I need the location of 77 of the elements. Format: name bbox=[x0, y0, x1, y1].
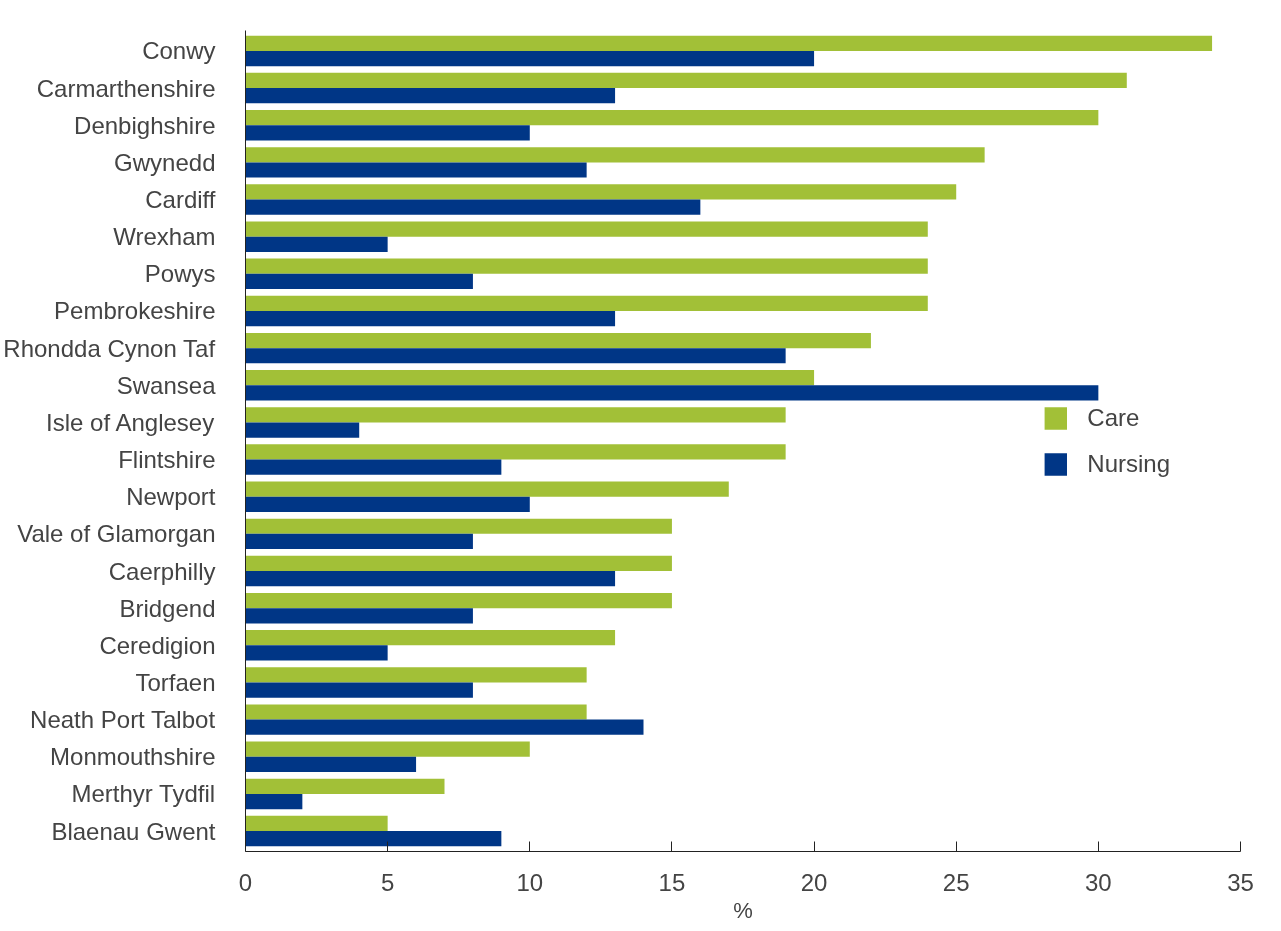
bar bbox=[245, 645, 388, 661]
bar bbox=[245, 518, 672, 534]
bar bbox=[245, 72, 1127, 89]
legend-label: Care bbox=[1087, 403, 1140, 432]
bar bbox=[245, 348, 786, 364]
y-tick-label: Rhondda Cynon Taf bbox=[3, 334, 216, 362]
x-tick-label: 30 bbox=[1085, 868, 1112, 896]
bar bbox=[245, 422, 360, 438]
y-tick-label: Bridgend bbox=[119, 594, 216, 622]
x-axis-title: % bbox=[733, 897, 753, 923]
bar bbox=[245, 608, 473, 624]
bar bbox=[245, 184, 957, 200]
x-tick-label: 5 bbox=[380, 868, 395, 896]
bar bbox=[245, 481, 729, 497]
y-tick-label: Merthyr Tydfil bbox=[71, 780, 216, 808]
bar bbox=[245, 756, 417, 772]
bar bbox=[245, 831, 502, 847]
bar bbox=[245, 125, 530, 141]
x-tick-label: 10 bbox=[516, 868, 544, 896]
bar bbox=[245, 273, 473, 290]
bar bbox=[245, 236, 388, 252]
bar bbox=[245, 50, 815, 67]
y-tick-label: Neath Port Talbot bbox=[30, 706, 216, 734]
bar bbox=[245, 741, 530, 757]
y-tick-label: Newport bbox=[126, 483, 216, 511]
bar bbox=[245, 704, 587, 720]
bar bbox=[245, 555, 672, 572]
y-tick-label: Pembrokeshire bbox=[54, 297, 216, 325]
x-tick-label: 15 bbox=[658, 868, 686, 896]
bar bbox=[245, 682, 473, 698]
y-tick-label: Monmouthshire bbox=[50, 743, 216, 771]
y-tick-label: Swansea bbox=[116, 371, 217, 399]
y-tick-label: Cardiff bbox=[145, 186, 216, 214]
bar bbox=[245, 778, 445, 794]
x-tick-label: 0 bbox=[238, 868, 253, 896]
y-tick-label: Carmarthenshire bbox=[36, 74, 216, 102]
bar bbox=[245, 385, 1099, 401]
y-tick-label: Powys bbox=[144, 260, 216, 288]
bar bbox=[245, 533, 473, 550]
bar bbox=[245, 571, 616, 587]
bar bbox=[245, 667, 587, 683]
bar bbox=[245, 592, 672, 609]
bar bbox=[245, 221, 928, 237]
y-tick-label: Torfaen bbox=[135, 668, 216, 696]
bar bbox=[245, 444, 786, 460]
bar bbox=[245, 407, 786, 423]
bar bbox=[245, 332, 871, 349]
bar bbox=[245, 88, 616, 104]
y-tick-label: Vale of Glamorgan bbox=[17, 520, 216, 548]
bar bbox=[245, 459, 502, 475]
x-tick-label: 35 bbox=[1227, 868, 1254, 896]
bar bbox=[245, 110, 1099, 126]
bar bbox=[245, 35, 1213, 51]
bar bbox=[245, 162, 587, 178]
y-tick-label: Flintshire bbox=[118, 446, 216, 474]
bar bbox=[245, 199, 701, 215]
bar bbox=[245, 815, 388, 832]
y-tick-label: Wrexham bbox=[113, 223, 216, 251]
y-tick-label: Gwynedd bbox=[114, 148, 216, 176]
y-tick-label: Blaenau Gwent bbox=[51, 817, 216, 845]
bar bbox=[245, 496, 530, 512]
bar bbox=[245, 310, 616, 327]
y-tick-label: Conwy bbox=[142, 37, 216, 65]
y-tick-label: Denbighshire bbox=[74, 111, 216, 139]
legend-label: Nursing bbox=[1087, 449, 1170, 478]
bar bbox=[245, 793, 303, 810]
y-tick-label: Ceredigion bbox=[99, 631, 216, 659]
bar bbox=[245, 258, 928, 274]
x-tick-label: 25 bbox=[942, 868, 970, 896]
bar bbox=[245, 370, 815, 386]
y-tick-label: Isle of Anglesey bbox=[46, 408, 215, 436]
bar bbox=[245, 719, 644, 735]
bar bbox=[245, 147, 985, 163]
x-tick-label: 20 bbox=[800, 868, 828, 896]
bar bbox=[245, 630, 616, 646]
y-tick-label: Caerphilly bbox=[108, 557, 216, 585]
bar bbox=[245, 295, 928, 311]
